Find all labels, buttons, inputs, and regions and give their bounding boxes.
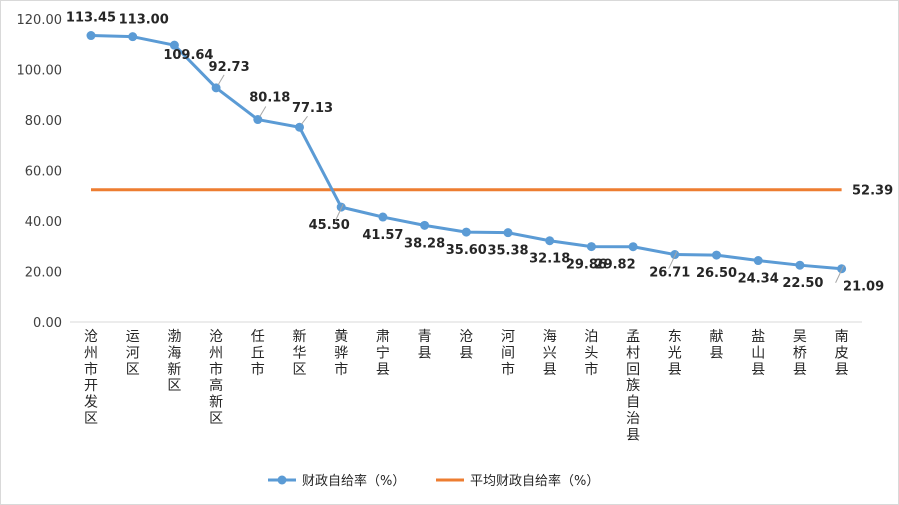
x-category-label: 运河区 bbox=[126, 329, 140, 378]
data-point bbox=[837, 264, 847, 274]
data-point bbox=[378, 212, 388, 222]
x-category-label: 孟村回族自治县 bbox=[626, 329, 640, 443]
data-label: 92.73 bbox=[209, 60, 250, 75]
data-point bbox=[128, 32, 138, 42]
x-category-label: 新华区 bbox=[293, 329, 307, 378]
data-label: 32.18 bbox=[529, 252, 570, 267]
y-tick-label: 20.00 bbox=[25, 266, 62, 281]
y-tick-label: 120.00 bbox=[17, 13, 63, 28]
data-point bbox=[628, 242, 638, 252]
data-label: 22.50 bbox=[782, 276, 823, 291]
x-category-label: 南皮县 bbox=[835, 329, 849, 378]
x-category-label: 沧县 bbox=[459, 328, 473, 361]
data-point bbox=[670, 250, 680, 260]
y-tick-label: 60.00 bbox=[25, 165, 62, 180]
average-data-label: 52.39 bbox=[852, 184, 893, 199]
leader-line bbox=[301, 115, 308, 125]
data-point bbox=[586, 242, 596, 252]
data-label: 26.71 bbox=[649, 266, 690, 281]
x-category-label: 泊头市 bbox=[584, 329, 598, 378]
leader-line bbox=[334, 203, 344, 222]
data-point bbox=[795, 260, 805, 270]
legend-label-average: 平均财政自给率（%） bbox=[470, 473, 599, 489]
legend-marker bbox=[277, 475, 287, 485]
leader-line bbox=[259, 106, 267, 117]
x-category-label: 青县 bbox=[418, 329, 432, 361]
legend-label-self-sufficiency: 财政自给率（%） bbox=[302, 473, 405, 489]
x-category-label: 盐山县 bbox=[751, 329, 765, 378]
data-point bbox=[169, 40, 179, 50]
x-category-label: 渤海新区 bbox=[167, 329, 181, 394]
data-point bbox=[753, 256, 763, 266]
y-tick-label: 100.00 bbox=[17, 64, 63, 79]
data-point bbox=[545, 236, 555, 246]
data-label: 80.18 bbox=[249, 91, 290, 106]
data-point bbox=[86, 31, 96, 41]
x-category-label: 献县 bbox=[710, 329, 724, 361]
data-point bbox=[503, 228, 513, 238]
data-label: 41.57 bbox=[362, 228, 403, 243]
data-label: 113.45 bbox=[66, 11, 116, 26]
data-label: 113.00 bbox=[119, 13, 169, 28]
data-point bbox=[211, 83, 221, 93]
y-tick-label: 40.00 bbox=[25, 215, 62, 230]
x-category-label: 沧州市开发区 bbox=[84, 328, 98, 427]
leader-line bbox=[835, 265, 845, 283]
x-category-label: 河间市 bbox=[501, 329, 515, 378]
data-label: 29.86 bbox=[566, 258, 607, 273]
data-point bbox=[420, 220, 430, 230]
data-label: 21.09 bbox=[843, 280, 884, 295]
data-point bbox=[461, 227, 471, 237]
data-label: 35.60 bbox=[446, 243, 487, 258]
x-category-label: 沧州市高新区 bbox=[209, 328, 223, 427]
data-label: 24.34 bbox=[738, 272, 779, 287]
y-tick-label: 80.00 bbox=[25, 114, 62, 129]
data-label: 38.28 bbox=[404, 236, 445, 251]
x-category-label: 任丘市 bbox=[251, 329, 265, 378]
leader-line bbox=[668, 251, 678, 269]
data-point bbox=[712, 250, 721, 260]
x-category-label: 东光县 bbox=[668, 329, 682, 378]
data-label: 26.50 bbox=[696, 266, 737, 281]
x-category-label: 黄骅市 bbox=[334, 328, 348, 378]
data-label: 77.13 bbox=[292, 101, 333, 116]
data-label: 45.50 bbox=[309, 218, 350, 233]
data-point bbox=[295, 122, 304, 132]
y-tick-label: 0.00 bbox=[33, 316, 62, 331]
x-category-label: 吴桥县 bbox=[793, 329, 807, 378]
data-point bbox=[253, 115, 263, 125]
data-label: 29.82 bbox=[595, 258, 636, 273]
data-label: 35.38 bbox=[487, 244, 528, 259]
x-category-label: 肃宁县 bbox=[376, 329, 390, 378]
x-category-label: 海兴县 bbox=[543, 329, 557, 378]
data-label: 109.64 bbox=[163, 48, 213, 63]
data-point bbox=[336, 202, 346, 212]
leader-line bbox=[217, 74, 225, 86]
